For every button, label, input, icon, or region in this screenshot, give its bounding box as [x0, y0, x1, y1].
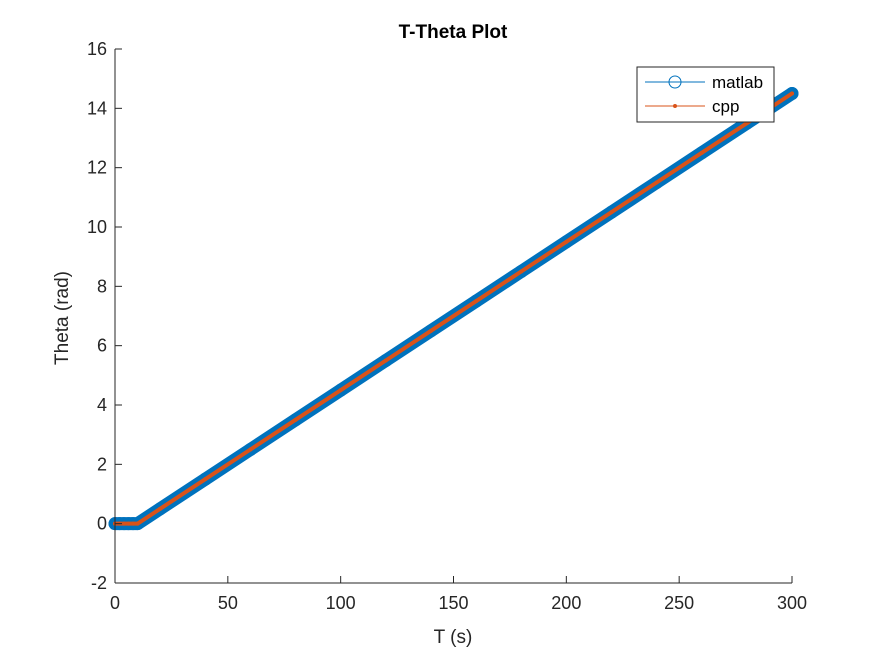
data-point-matlab: [334, 383, 348, 397]
legend-label-cpp: cpp: [712, 97, 739, 116]
data-point-cpp: [203, 477, 208, 482]
data-point-cpp: [248, 447, 253, 452]
data-point-matlab: [198, 472, 212, 486]
data-point-matlab: [289, 413, 303, 427]
y-tick-label: 8: [97, 276, 107, 296]
legend-label-matlab: matlab: [712, 73, 763, 92]
x-tick-label: 300: [777, 593, 807, 613]
y-tick-label: 2: [97, 454, 107, 474]
legend-marker-matlab: [668, 75, 682, 89]
data-point-cpp: [122, 521, 127, 526]
data-point-matlab: [695, 146, 709, 160]
y-tick-label: 16: [87, 39, 107, 59]
x-tick-label: 200: [551, 593, 581, 613]
legend-box: [636, 66, 775, 123]
y-tick-label: 0: [97, 514, 107, 534]
data-point-matlab: [514, 265, 528, 278]
data-point-cpp: [609, 210, 614, 215]
y-tick-label: 4: [97, 395, 107, 415]
data-point-cpp: [131, 521, 136, 526]
data-point-cpp: [699, 150, 704, 155]
x-tick-label: 0: [110, 593, 120, 613]
y-tick-label: 6: [97, 336, 107, 356]
data-point-matlab: [785, 87, 799, 100]
data-point-matlab: [424, 324, 438, 338]
x-tick-label: 100: [326, 593, 356, 613]
data-point-matlab: [469, 294, 483, 308]
legend-marker-cpp: [673, 104, 677, 108]
y-tick-label: 12: [87, 158, 107, 178]
data-point-cpp: [474, 299, 479, 304]
data-point-matlab: [153, 502, 167, 516]
x-tick-label: 50: [218, 593, 238, 613]
data-point-cpp: [519, 269, 524, 274]
y-tick-label: 14: [87, 98, 107, 118]
data-point-matlab: [650, 176, 664, 189]
data-point-matlab: [604, 205, 618, 219]
data-point-cpp: [293, 417, 298, 422]
legend[interactable]: matlab cpp: [636, 66, 775, 123]
data-point-cpp: [790, 91, 794, 96]
data-point-cpp: [654, 180, 659, 185]
x-axis-label: T (s): [434, 627, 473, 648]
x-tick-label: 250: [664, 593, 694, 613]
data-point-matlab: [379, 354, 393, 367]
series-layer: [108, 87, 799, 531]
data-point-cpp: [126, 521, 131, 526]
chart-title: T-Theta Plot: [399, 22, 508, 43]
data-point-cpp: [383, 358, 388, 363]
y-axis-label: Theta (rad): [52, 271, 73, 365]
data-point-cpp: [158, 506, 163, 511]
data-point-cpp: [428, 328, 433, 333]
data-point-cpp: [135, 521, 140, 526]
data-point-cpp: [338, 388, 343, 393]
data-point-matlab: [243, 443, 257, 456]
y-tick-label: -2: [91, 573, 107, 593]
data-point-matlab: [559, 235, 573, 249]
y-tick-label: 10: [87, 217, 107, 237]
x-tick-label: 150: [438, 593, 468, 613]
data-point-cpp: [564, 239, 569, 244]
